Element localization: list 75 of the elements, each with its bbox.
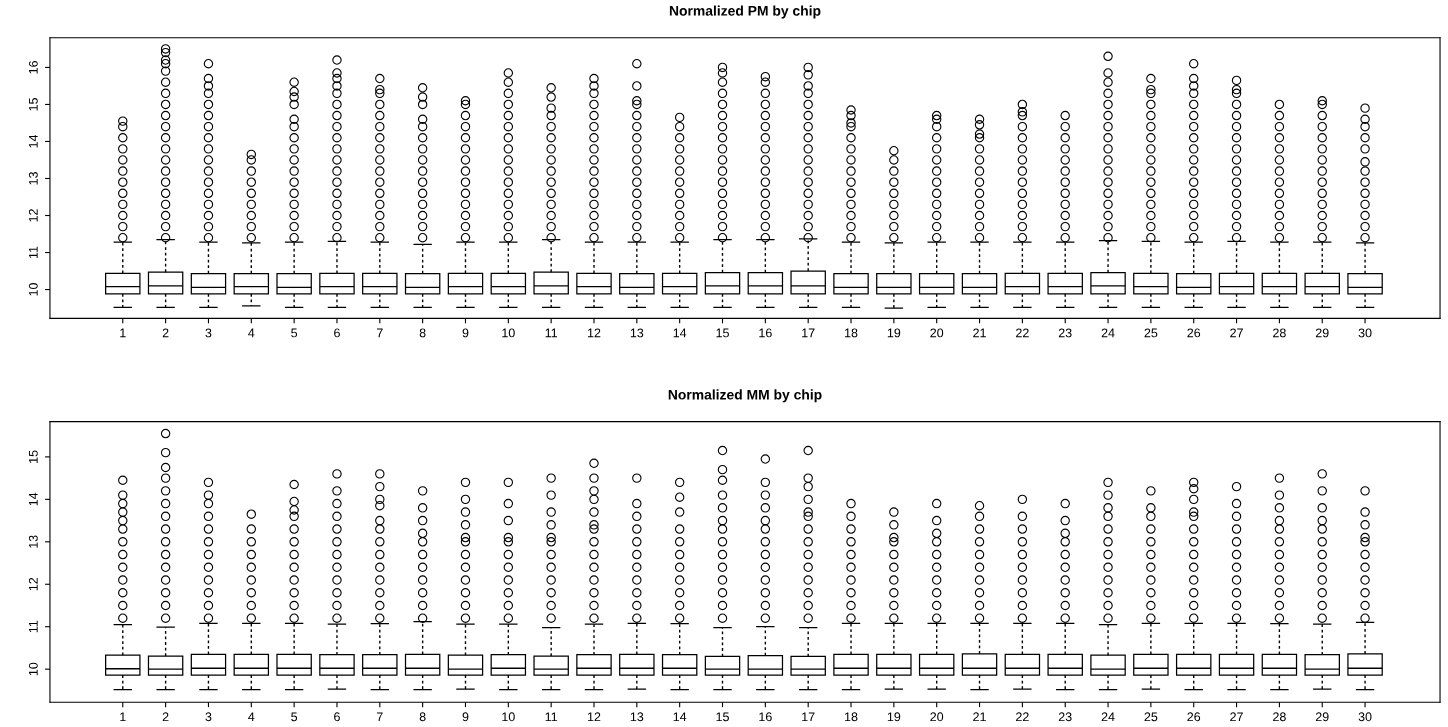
- x-tick-label: 16: [759, 712, 772, 722]
- x-tick-label: 7: [376, 328, 383, 338]
- x-tick-label: 24: [1101, 712, 1115, 722]
- x-tick-label: 27: [1230, 328, 1243, 338]
- x-tick-label: 22: [1016, 328, 1029, 338]
- x-tick-label: 23: [1058, 328, 1072, 338]
- x-tick-label: 7: [376, 712, 383, 722]
- y-tick-label: 12: [28, 209, 38, 222]
- x-tick-label: 26: [1187, 328, 1201, 338]
- x-tick-label: 18: [845, 712, 858, 722]
- x-tick-label: 2: [162, 328, 169, 338]
- x-tick-label: 11: [545, 328, 558, 338]
- x-tick-label: 6: [334, 712, 340, 722]
- x-tick-label: 15: [716, 712, 729, 722]
- x-tick-label: 28: [1273, 328, 1286, 338]
- x-tick-label: 6: [334, 328, 340, 338]
- y-tick-label: 12: [28, 577, 38, 591]
- y-tick-label: 10: [28, 662, 38, 676]
- y-tick-label: 11: [29, 620, 38, 633]
- x-tick-label: 25: [1144, 328, 1158, 338]
- x-tick-label: 28: [1273, 712, 1286, 722]
- x-tick-label: 15: [716, 328, 729, 338]
- x-tick-label: 27: [1230, 712, 1243, 722]
- x-tick-label: 11: [545, 712, 558, 722]
- y-tick-label: 13: [28, 535, 38, 548]
- y-tick-label: 14: [29, 134, 38, 148]
- x-tick-label: 12: [588, 712, 601, 722]
- x-tick-label: 10: [502, 328, 515, 338]
- chart-title: Normalized PM by chip: [669, 5, 821, 19]
- x-tick-label: 21: [973, 328, 986, 338]
- x-tick-label: 9: [462, 712, 469, 722]
- y-tick-label: 11: [29, 246, 38, 259]
- y-tick-label: 15: [29, 98, 38, 111]
- x-tick-label: 19: [887, 712, 901, 722]
- x-tick-label: 4: [248, 712, 255, 722]
- x-tick-label: 18: [845, 328, 858, 338]
- x-tick-label: 4: [248, 328, 255, 338]
- x-tick-label: 5: [291, 328, 298, 338]
- x-tick-label: 20: [930, 328, 944, 338]
- x-tick-label: 24: [1101, 328, 1115, 338]
- x-tick-label: 8: [419, 328, 426, 338]
- x-tick-label: 17: [802, 328, 815, 338]
- x-tick-label: 3: [205, 712, 212, 722]
- x-tick-label: 21: [973, 712, 986, 722]
- y-tick-label: 13: [28, 172, 38, 185]
- y-tick-label: 16: [28, 61, 38, 74]
- x-tick-label: 20: [930, 712, 944, 722]
- x-tick-label: 19: [887, 328, 901, 338]
- x-tick-label: 12: [588, 328, 601, 338]
- x-tick-label: 1: [120, 328, 126, 338]
- x-tick-label: 22: [1016, 712, 1029, 722]
- y-tick-label: 10: [28, 283, 38, 296]
- x-tick-label: 30: [1358, 712, 1372, 722]
- x-tick-label: 23: [1058, 712, 1072, 722]
- x-tick-label: 10: [502, 712, 515, 722]
- x-tick-label: 8: [419, 712, 426, 722]
- x-tick-label: 26: [1187, 712, 1201, 722]
- x-tick-label: 13: [630, 712, 644, 722]
- chart-title: Normalized MM by chip: [668, 389, 822, 403]
- x-tick-label: 5: [291, 712, 298, 722]
- y-tick-label: 14: [29, 492, 38, 506]
- x-tick-label: 14: [673, 328, 687, 338]
- x-tick-label: 3: [205, 328, 212, 338]
- x-tick-label: 14: [673, 712, 687, 722]
- x-tick-label: 29: [1315, 712, 1329, 722]
- x-tick-label: 29: [1315, 328, 1329, 338]
- x-tick-label: 9: [462, 328, 469, 338]
- x-tick-label: 25: [1144, 712, 1158, 722]
- x-tick-label: 17: [802, 712, 815, 722]
- x-tick-label: 13: [630, 328, 644, 338]
- x-tick-label: 1: [120, 712, 126, 722]
- x-tick-label: 16: [759, 328, 772, 338]
- x-tick-label: 30: [1358, 328, 1372, 338]
- x-tick-label: 2: [162, 712, 169, 722]
- y-tick-label: 15: [29, 450, 38, 463]
